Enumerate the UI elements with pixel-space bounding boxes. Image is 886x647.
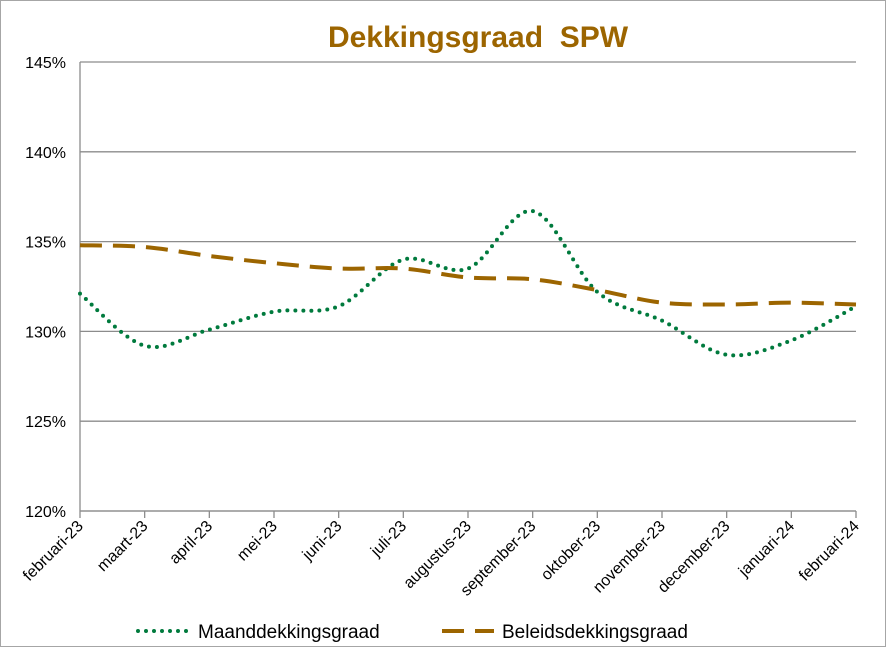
y-tick-label: 130% [25,324,66,341]
x-tick-label: april-23 [166,518,216,568]
x-tick-label: juli-23 [367,518,410,561]
y-tick-label: 120% [25,504,66,521]
x-tick-label: oktober-23 [538,518,604,584]
x-tick-label: februari-24 [796,518,863,585]
legend: Maanddekkingsgraad Beleidsdekkingsgraad [136,622,688,643]
y-tick-label: 125% [25,414,66,431]
x-tick-label: januari-24 [735,518,798,581]
series-line-beleidsdekkingsgraad [79,243,857,307]
gridlines [79,61,856,512]
y-tick-label: 140% [25,145,66,162]
legend-label: Maanddekkingsgraad [198,622,380,643]
series-layer [78,209,858,358]
legend-label: Beleidsdekkingsgraad [502,622,688,643]
x-tick-label: juni-23 [299,518,346,565]
y-tick-label: 135% [25,235,66,252]
x-tick-label: maart-23 [94,518,151,575]
series-line-maanddekkingsgraad [78,209,858,358]
y-axis-tick-labels: 120% 125% 130% 135% 140% 145% [25,55,66,521]
x-axis-tick-labels: februari-23 maart-23 april-23 mei-23 juni-23… [20,518,863,600]
x-tick-label: mei-23 [234,518,281,565]
x-axis [79,510,857,518]
y-tick-label: 145% [25,55,66,72]
chart-title: Dekkingsgraad SPW [328,21,629,54]
x-tick-label: februari-23 [20,518,87,585]
